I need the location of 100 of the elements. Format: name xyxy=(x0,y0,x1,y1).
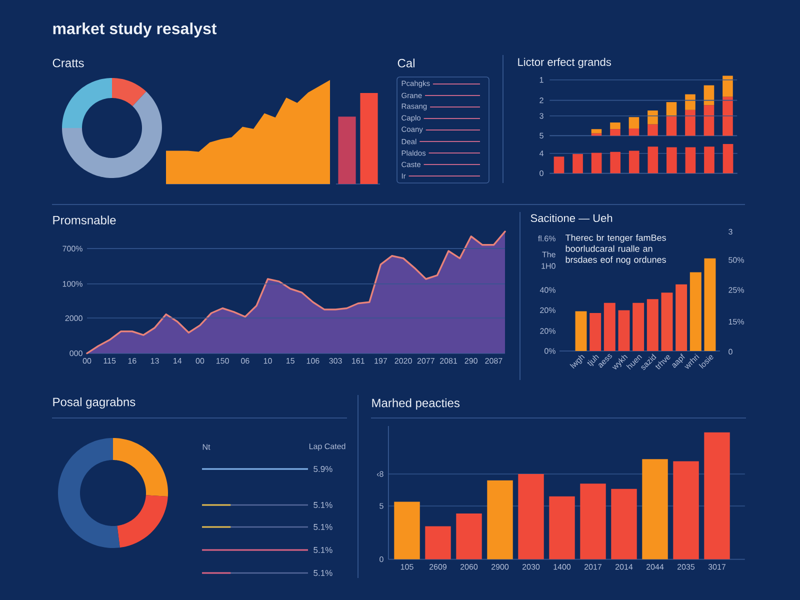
bar xyxy=(704,432,730,560)
x-tick-label: 00 xyxy=(82,358,92,364)
bar xyxy=(722,96,733,136)
bar xyxy=(676,284,688,352)
x-tick-label: 2609 xyxy=(430,564,447,570)
bar xyxy=(722,144,734,174)
x-tick-label: 290 xyxy=(464,358,478,364)
bar xyxy=(685,94,696,110)
text: 50% xyxy=(728,257,744,263)
bar xyxy=(549,496,575,560)
chart-title: Promsnable xyxy=(53,216,116,224)
text: 5.1% xyxy=(314,502,332,508)
bar xyxy=(394,502,420,560)
x-tick-label: 150 xyxy=(216,358,229,364)
bar xyxy=(648,110,658,124)
text: 2 xyxy=(540,98,544,104)
x-tick-label: 15 xyxy=(286,358,294,364)
text: 0% xyxy=(544,348,556,354)
x-tick-label: 00 xyxy=(196,358,204,364)
text: fl.6% xyxy=(538,235,556,242)
x-tick-label: 10 xyxy=(264,358,272,364)
text: The xyxy=(542,251,556,258)
text: Nt xyxy=(202,444,210,450)
text: 1H0 xyxy=(542,263,556,269)
text: 40% xyxy=(540,287,556,293)
x-tick-label: 303 xyxy=(329,358,342,364)
chart-title: Lictor erfect grands xyxy=(518,58,612,68)
x-tick-label: 1400 xyxy=(554,564,571,570)
x-tick-label: 2077 xyxy=(417,358,434,364)
y-tick-label: ‹8 xyxy=(376,471,384,477)
x-tick-label: 2014 xyxy=(616,564,633,570)
bar xyxy=(518,474,544,560)
chart-subtitle: Cratts xyxy=(52,58,84,68)
x-tick-label: 2035 xyxy=(678,564,695,570)
text: 5.1% xyxy=(314,547,332,553)
bar xyxy=(704,105,714,136)
bar xyxy=(666,116,677,136)
bar xyxy=(690,272,702,352)
bar xyxy=(704,146,714,174)
text: 700% xyxy=(62,246,82,252)
x-tick-label: 2087 xyxy=(485,358,502,364)
bar xyxy=(646,299,658,352)
bar xyxy=(618,310,630,352)
x-tick-label: 13 xyxy=(150,358,159,364)
bar xyxy=(628,117,640,128)
text: 25% xyxy=(728,287,744,293)
text: 3 xyxy=(728,228,732,235)
bar xyxy=(572,154,583,174)
x-tick-label: 2030 xyxy=(522,564,540,570)
bar xyxy=(685,147,696,174)
x-tick-label: 106 xyxy=(306,358,320,364)
text: 5.1% xyxy=(314,570,332,576)
bar xyxy=(722,76,733,97)
bar xyxy=(611,488,637,560)
text: 1 xyxy=(540,77,544,83)
x-tick-label: losie xyxy=(698,355,714,369)
text: 100% xyxy=(62,281,82,287)
bar xyxy=(661,292,673,352)
annotation: Therec br tenger famBes boorludcaral rualle an brsdaes eof nog ordunes xyxy=(565,234,666,265)
text: 15% xyxy=(728,318,744,325)
bar xyxy=(425,526,451,560)
bar xyxy=(648,146,658,174)
bar xyxy=(580,484,606,560)
bar xyxy=(666,147,677,174)
chart-title: Sacitione — Ueh xyxy=(530,214,612,222)
x-tick-label: 115 xyxy=(104,358,116,364)
bar xyxy=(591,152,602,174)
bar xyxy=(628,128,640,136)
bar xyxy=(704,85,714,106)
bar xyxy=(648,124,658,136)
x-tick-label: 2020 xyxy=(394,358,412,364)
bar xyxy=(704,258,716,352)
bar xyxy=(456,513,482,560)
text: 5.1% xyxy=(314,524,332,530)
bar xyxy=(666,102,677,117)
x-tick-label: 2900 xyxy=(492,564,509,570)
x-tick-label: lwgh xyxy=(570,355,585,369)
bar xyxy=(673,461,699,560)
text: 0 xyxy=(728,348,732,355)
y-tick-label: 5 xyxy=(380,503,384,509)
chart-title: Marhed peacties xyxy=(372,398,460,410)
x-tick-label: 2060 xyxy=(460,564,478,570)
text: 000 xyxy=(70,350,82,356)
x-tick-label: 161 xyxy=(352,358,364,364)
text: 0 xyxy=(540,170,544,176)
bar xyxy=(604,302,616,352)
y-tick-label: 0 xyxy=(380,556,384,562)
x-tick-label: 06 xyxy=(241,358,250,364)
chart-title: market study resalyst xyxy=(53,22,217,38)
x-tick-label: 16 xyxy=(128,358,136,364)
text: 2000 xyxy=(65,315,82,322)
x-tick-label: 197 xyxy=(374,358,388,364)
bar xyxy=(554,156,564,174)
text: 20% xyxy=(540,307,556,314)
text: 20% xyxy=(540,328,556,334)
text: Lap Cated xyxy=(309,443,346,451)
x-tick-label: tjuh xyxy=(587,355,600,366)
bar xyxy=(628,150,640,174)
bar xyxy=(487,480,513,560)
x-tick-label: 2081 xyxy=(440,358,458,364)
